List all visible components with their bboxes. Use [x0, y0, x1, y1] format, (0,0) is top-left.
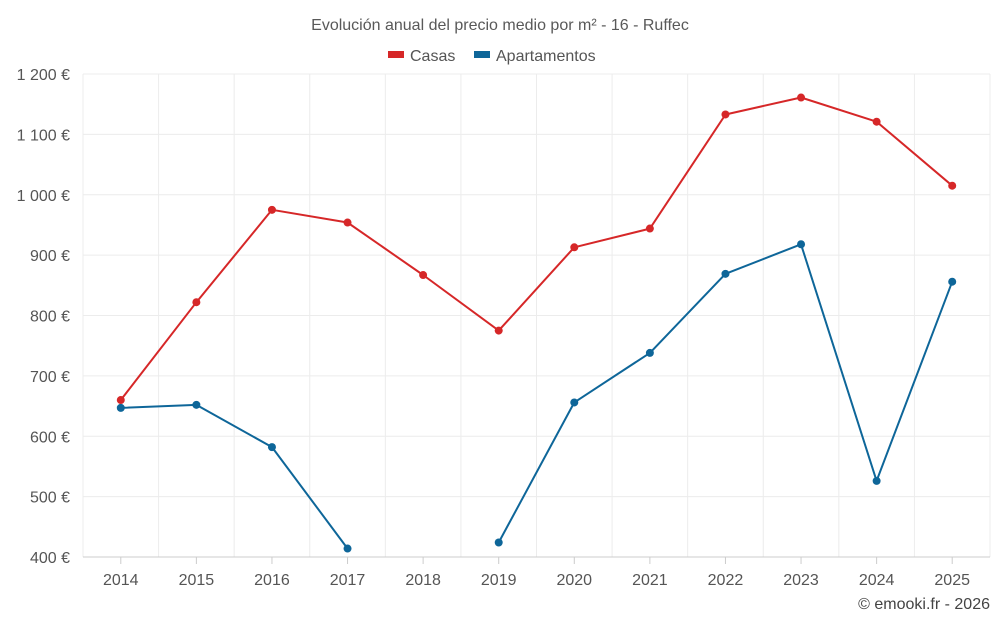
data-point-casas-2019[interactable] — [494, 326, 503, 335]
legend-swatch-casas — [388, 51, 404, 58]
data-point-casas-2015[interactable] — [192, 298, 201, 307]
series-casas — [116, 93, 957, 405]
data-point-casas-2020[interactable] — [570, 243, 579, 252]
x-tick-label: 2025 — [934, 572, 970, 589]
data-point-apartamentos-2024[interactable] — [872, 476, 881, 485]
y-tick-label: 900 € — [30, 248, 70, 265]
x-tick-label: 2014 — [103, 572, 139, 589]
y-tick-label: 700 € — [30, 369, 70, 386]
y-tick-label: 1 100 € — [17, 127, 70, 144]
data-point-apartamentos-2020[interactable] — [570, 398, 579, 407]
data-point-casas-2021[interactable] — [645, 224, 654, 233]
data-point-casas-2024[interactable] — [872, 117, 881, 126]
data-point-apartamentos-2017[interactable] — [343, 544, 352, 553]
data-point-apartamentos-2023[interactable] — [797, 240, 806, 249]
data-point-apartamentos-2014[interactable] — [116, 403, 125, 412]
legend-swatch-apartamentos — [474, 51, 490, 58]
x-tick-label: 2024 — [859, 572, 895, 589]
data-point-apartamentos-2025[interactable] — [948, 277, 957, 286]
data-point-apartamentos-2022[interactable] — [721, 269, 730, 278]
data-point-apartamentos-2015[interactable] — [192, 400, 201, 409]
y-tick-label: 1 200 € — [17, 67, 70, 84]
series — [116, 93, 957, 553]
data-point-casas-2025[interactable] — [948, 181, 957, 190]
data-point-casas-2016[interactable] — [267, 205, 276, 214]
y-tick-label: 400 € — [30, 550, 70, 567]
x-tick-label: 2023 — [783, 572, 819, 589]
data-point-casas-2018[interactable] — [419, 271, 428, 280]
y-tick-label: 500 € — [30, 490, 70, 507]
x-tick-label: 2019 — [481, 572, 517, 589]
chart-title: Evolución anual del precio medio por m² … — [311, 17, 689, 34]
series-line-apartamentos — [120, 403, 349, 550]
data-point-casas-2017[interactable] — [343, 218, 352, 227]
data-point-casas-2023[interactable] — [797, 93, 806, 102]
y-tick-label: 1 000 € — [17, 188, 70, 205]
x-tick-label: 2022 — [708, 572, 744, 589]
data-point-casas-2022[interactable] — [721, 110, 730, 119]
x-tick-label: 2018 — [405, 572, 441, 589]
data-point-casas-2014[interactable] — [116, 396, 125, 405]
y-tick-label: 800 € — [30, 309, 70, 326]
data-point-apartamentos-2019[interactable] — [494, 538, 503, 547]
series-line-casas — [120, 96, 953, 401]
data-point-apartamentos-2016[interactable] — [267, 443, 276, 452]
y-tick-label: 600 € — [30, 429, 70, 446]
credit-text: © emooki.fr - 2026 — [858, 596, 990, 613]
legend-label-apartamentos: Apartamentos — [496, 48, 596, 65]
x-tick-label: 2017 — [330, 572, 366, 589]
legend: Casas Apartamentos — [388, 48, 596, 65]
x-tick-label: 2015 — [179, 572, 215, 589]
x-tick-label: 2021 — [632, 572, 668, 589]
legend-label-casas: Casas — [410, 48, 455, 65]
grid — [82, 73, 991, 557]
x-tick-label: 2020 — [556, 572, 592, 589]
data-point-apartamentos-2021[interactable] — [645, 348, 654, 357]
series-line-apartamentos — [497, 243, 954, 543]
axes: 400 € 500 € 600 € 700 € 800 € 900 € 1 000 € 1 1… — [17, 67, 990, 589]
series-apartamentos — [116, 240, 957, 553]
x-tick-label: 2016 — [254, 572, 290, 589]
